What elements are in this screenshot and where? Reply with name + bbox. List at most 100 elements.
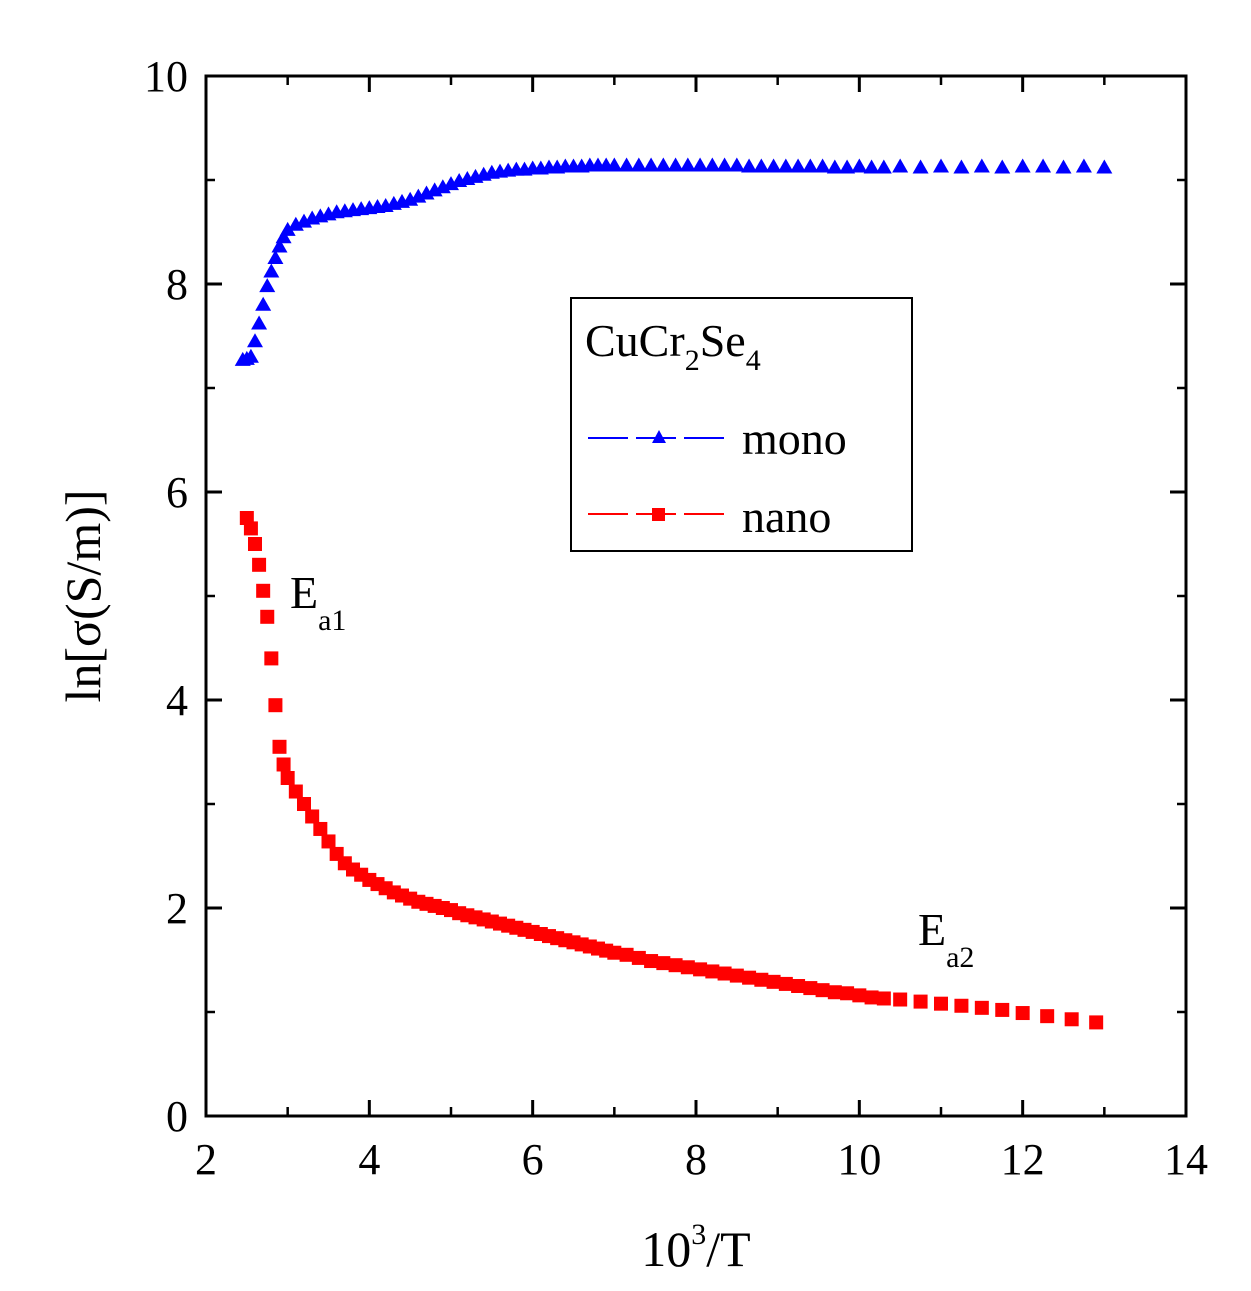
- nano-point: [791, 979, 806, 993]
- nano-point: [742, 970, 757, 985]
- y-tick-label: 10: [144, 52, 188, 101]
- mono-point: [728, 157, 745, 172]
- nano-point: [1040, 1009, 1055, 1024]
- series-nano: [239, 511, 1104, 1030]
- nano-point: [280, 771, 295, 785]
- x-tick-label: 4: [358, 1135, 380, 1184]
- mono-point: [275, 229, 292, 244]
- mono-point: [765, 158, 782, 173]
- mono-point: [704, 157, 721, 172]
- nano-point: [256, 583, 271, 598]
- x-tick-label: 6: [522, 1135, 544, 1184]
- legend-nano-marker: [652, 508, 665, 521]
- nano-point: [840, 986, 855, 1001]
- mono-point: [994, 159, 1011, 174]
- x-tick-label: 12: [1001, 1135, 1045, 1184]
- nano-point: [954, 998, 969, 1013]
- y-tick-label: 8: [166, 260, 188, 309]
- nano-point: [974, 1000, 989, 1015]
- nano-point: [297, 797, 311, 811]
- nano-point: [305, 809, 320, 824]
- mono-point: [643, 157, 660, 172]
- mono-point: [741, 158, 758, 173]
- nano-point: [913, 994, 928, 1009]
- mono-point: [863, 159, 880, 174]
- mono-point: [692, 157, 709, 172]
- mono-point: [1075, 158, 1092, 173]
- mono-point: [279, 221, 296, 236]
- mono-point: [814, 158, 831, 173]
- data-series: [234, 157, 1113, 1030]
- legend-nano-label: nano: [742, 491, 831, 542]
- nano-point: [1015, 1006, 1030, 1021]
- nano-point: [729, 968, 744, 983]
- nano-point: [276, 757, 291, 772]
- mono-point: [892, 158, 909, 173]
- nano-point: [272, 739, 287, 754]
- series-mono: [234, 157, 1113, 366]
- mono-point: [826, 159, 843, 174]
- mono-point: [1014, 158, 1031, 173]
- mono-point: [802, 158, 819, 173]
- nano-point: [264, 651, 279, 666]
- y-tick-label: 4: [166, 676, 188, 725]
- nano-point: [893, 992, 908, 1007]
- mono-point: [267, 250, 284, 264]
- legend-mono-marker: [652, 430, 666, 443]
- nano-point: [252, 557, 267, 572]
- legend-box: [570, 297, 913, 552]
- nano-point: [1064, 1012, 1079, 1027]
- plot-frame: [204, 74, 1188, 1118]
- annotation-ea1: Ea1: [290, 567, 346, 637]
- mono-point: [618, 157, 635, 172]
- x-tick-label: 14: [1164, 1135, 1208, 1184]
- nano-point: [766, 974, 781, 989]
- nano-point: [288, 784, 303, 799]
- nano-point: [876, 991, 891, 1006]
- y-tick-label: 2: [166, 884, 188, 933]
- nano-point: [815, 983, 830, 998]
- nano-point: [260, 609, 275, 624]
- mono-point: [679, 157, 696, 172]
- nano-point: [243, 521, 258, 536]
- svg-text:Ea1: Ea1: [290, 567, 346, 637]
- y-tick-label: 6: [166, 468, 188, 517]
- legend-title: CuCr2Se4: [585, 315, 761, 377]
- x-tick-label: 10: [837, 1135, 881, 1184]
- mono-point: [973, 158, 990, 173]
- nano-point: [717, 966, 732, 981]
- nano-point: [827, 985, 842, 1000]
- mono-point: [912, 159, 929, 174]
- nano-point: [644, 954, 659, 969]
- mono-point: [242, 348, 259, 363]
- nano-point: [778, 976, 793, 991]
- nano-point: [803, 981, 818, 996]
- mono-point: [875, 159, 892, 174]
- nano-point: [1089, 1015, 1104, 1030]
- mono-point: [255, 296, 272, 311]
- mono-point: [667, 157, 684, 172]
- mono-point: [259, 278, 276, 293]
- mono-point: [953, 159, 970, 174]
- mono-point: [655, 157, 672, 172]
- nano-point: [656, 956, 671, 971]
- mono-point: [753, 158, 770, 173]
- mono-point: [251, 315, 268, 330]
- legend-mono-label: mono: [742, 413, 847, 464]
- svg-text:Ea2: Ea2: [918, 904, 974, 974]
- nano-point: [321, 834, 336, 849]
- nano-point: [852, 988, 867, 1003]
- x-tick-label: 2: [195, 1135, 217, 1184]
- mono-point: [777, 158, 794, 173]
- mono-point: [1096, 159, 1113, 174]
- mono-point: [263, 263, 280, 278]
- mono-point: [630, 157, 647, 172]
- y-axis-title: ln[σ(S/m)]: [55, 489, 111, 702]
- mono-point: [1055, 159, 1072, 174]
- nano-point: [934, 996, 948, 1011]
- nano-point: [995, 1002, 1010, 1017]
- mono-point: [606, 157, 623, 172]
- nano-point: [864, 990, 879, 1005]
- x-axis-title: 103/T: [641, 1218, 750, 1277]
